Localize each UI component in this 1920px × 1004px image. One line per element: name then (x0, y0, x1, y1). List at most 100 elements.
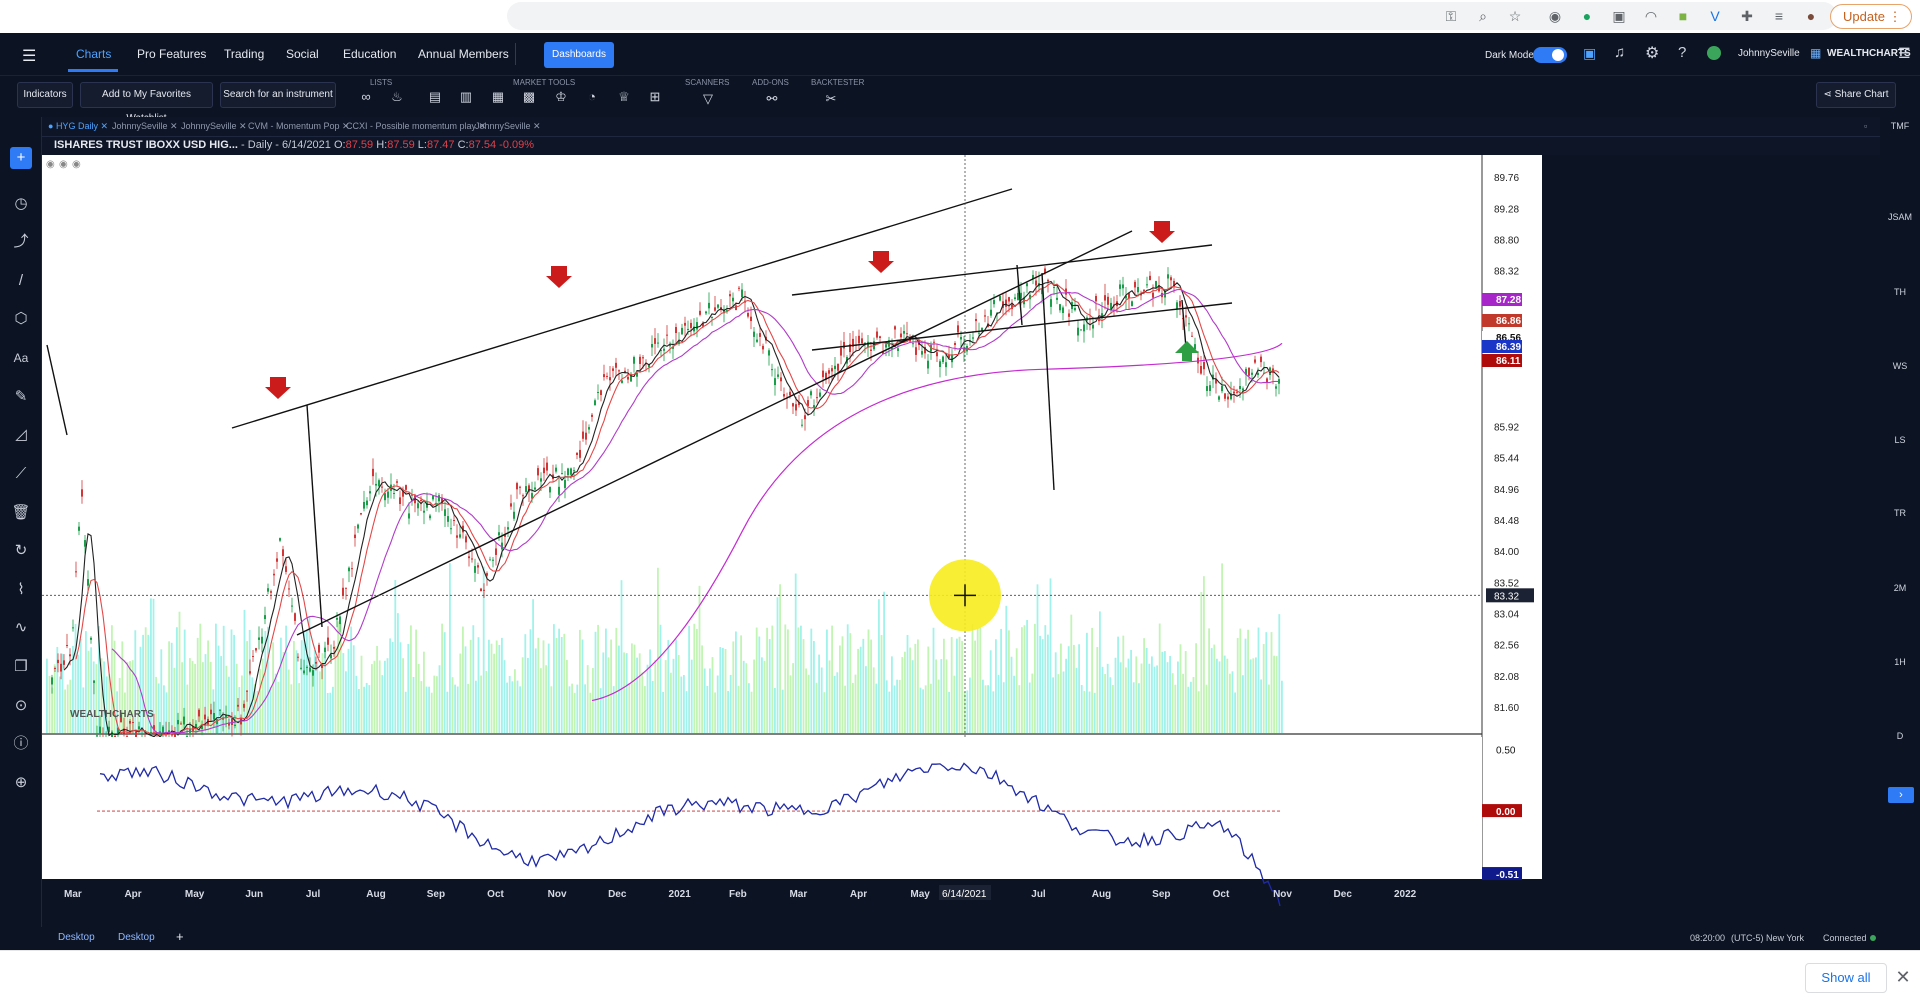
price-chart-svg[interactable]: 89.7689.2888.8088.3287.8485.9285.4484.96… (42, 155, 1880, 927)
alarm-icon[interactable]: ◔ (588, 89, 596, 104)
add-favorites-button[interactable]: Add to My Favorites Watchlist (80, 82, 213, 124)
tf-item[interactable]: 1H (1894, 657, 1906, 667)
trash-icon[interactable]: 🗑 (11, 504, 31, 521)
menu-icon[interactable]: ☰ (22, 48, 37, 65)
candle-body (576, 452, 578, 455)
ruler-icon[interactable]: ⟋ (15, 465, 27, 482)
desktop-tab[interactable]: Desktop (118, 932, 155, 943)
tf-item[interactable]: TH (1894, 287, 1906, 297)
grammarly-icon[interactable]: ● (1582, 8, 1592, 24)
globe-icon[interactable]: ⊕ (14, 774, 28, 791)
nav-trading[interactable]: Trading (224, 47, 265, 61)
shapes-icon[interactable]: ⬡ (14, 310, 28, 327)
avatar[interactable]: ● (1806, 8, 1816, 24)
bell-icon[interactable]: ♫ (1614, 44, 1626, 61)
layout-icon[interactable]: ⊞ (649, 89, 661, 104)
candle-body (702, 322, 704, 327)
line-tool-icon[interactable]: / (18, 272, 24, 289)
volume-bar (295, 650, 298, 733)
calendar-icon[interactable]: ▦ (491, 89, 505, 104)
volume-bar (529, 629, 532, 733)
volume-bar (56, 646, 59, 733)
tf-item[interactable]: LS (1894, 435, 1906, 445)
add-tab-icon[interactable]: + (176, 929, 184, 944)
link-icon[interactable]: ⚯ (766, 91, 778, 106)
refresh-icon[interactable]: ↻ (14, 542, 28, 559)
tf-item[interactable]: TMF (1890, 121, 1910, 131)
nav-social[interactable]: Social (286, 47, 319, 61)
nav-charts[interactable]: Charts (76, 47, 112, 61)
filter-icon[interactable]: ▽ (703, 91, 713, 106)
nav-education[interactable]: Education (343, 47, 397, 61)
key-icon[interactable]: ⚿ (1445, 8, 1457, 24)
volume-bar (659, 624, 662, 733)
reading-list-icon[interactable]: ≡ (1774, 8, 1784, 24)
update-button[interactable]: Update ⋮ (1830, 4, 1912, 29)
volume-bar (1026, 620, 1028, 733)
maximize-icon[interactable]: ▫ (1864, 121, 1868, 131)
username[interactable]: JohnnySeville (1738, 48, 1800, 59)
tab-johnnyseville[interactable]: JohnnySeville ✕ (181, 121, 247, 131)
clock-icon[interactable]: ◷ (14, 195, 28, 212)
desktop-tab[interactable]: Desktop (58, 932, 95, 943)
indicator-icon[interactable]: ∿ (14, 619, 28, 636)
volume-bar (701, 645, 703, 733)
save-icon[interactable]: ▣ (1583, 45, 1597, 61)
tf-item[interactable]: WS (1892, 361, 1908, 371)
candle-body (327, 637, 329, 645)
chart-type-icon[interactable]: ⌇ (17, 581, 25, 598)
expand-icon[interactable]: › (1888, 787, 1914, 803)
extension-headphones-icon[interactable]: ◠ (1644, 8, 1658, 24)
tab-hyg-daily[interactable]: ● HYG Daily ✕ (48, 121, 108, 131)
tf-item[interactable]: TR (1894, 508, 1906, 518)
address-bar[interactable] (507, 2, 1837, 30)
tab-johnnyseville[interactable]: JohnnySeville ✕ (112, 121, 178, 131)
candle-body (273, 573, 275, 576)
measure-icon[interactable]: ◿ (15, 426, 27, 443)
volume-bar (178, 611, 181, 733)
tab-cvm[interactable]: CVM - Momentum Pop ✕ (248, 121, 350, 131)
tf-item[interactable]: JSAM (1887, 212, 1912, 222)
nav-annual-members[interactable]: Annual Members (418, 47, 509, 61)
zoom-icon[interactable]: ⌕ (1479, 8, 1487, 24)
chart-area[interactable]: ISHARES TRUST IBOXX USD HIG... - Daily -… (42, 137, 1880, 927)
extension-g-icon[interactable]: ▣ (1612, 8, 1626, 24)
tab-ccxi[interactable]: CCXI - Possible momentum play ✕ (346, 121, 487, 131)
trend-icon[interactable]: ⤴ (13, 233, 29, 250)
extension-icon[interactable]: ◉ (1548, 8, 1562, 24)
glasses-icon[interactable]: ∞ (361, 89, 371, 104)
share-chart-button[interactable]: ⋖ Share Chart (1816, 82, 1896, 108)
vimeo-icon[interactable]: V (1710, 8, 1720, 24)
text-tool-icon[interactable]: Aa (13, 351, 29, 365)
notification-icon[interactable]: ♕ (618, 89, 630, 104)
dark-mode-toggle[interactable] (1533, 47, 1567, 63)
user-avatar[interactable] (1707, 46, 1721, 60)
puzzle-icon[interactable]: ✚ (1741, 8, 1753, 24)
candle-body (477, 565, 479, 568)
star-icon[interactable]: ☆ (1508, 8, 1522, 24)
nav-pro-features[interactable]: Pro Features (137, 47, 207, 61)
indicators-button[interactable]: Indicators (17, 82, 73, 108)
extension-green-icon[interactable]: ■ (1678, 8, 1688, 24)
backtester-icon[interactable]: ✂ (825, 91, 837, 106)
show-all-button[interactable]: Show all (1805, 963, 1887, 993)
target-icon[interactable]: ⊙ (14, 697, 28, 714)
add-icon[interactable]: + (10, 147, 32, 169)
tab-johnnyseville[interactable]: JohnnySeville ✕ (475, 121, 541, 131)
copy-icon[interactable]: ❐ (14, 658, 28, 675)
menu-more-icon[interactable]: ☰ (1898, 45, 1911, 61)
search-instrument-button[interactable]: Search for an instrument (220, 82, 336, 108)
calculator-icon[interactable]: ▩ (522, 89, 536, 104)
tf-item[interactable]: D (1896, 731, 1904, 741)
gear-icon[interactable]: ⚙ (1645, 45, 1660, 62)
pencil-icon[interactable]: ✎ (14, 388, 28, 405)
close-icon[interactable]: ✕ (1895, 967, 1911, 987)
flame-icon[interactable]: ♨ (391, 89, 403, 104)
help-icon[interactable]: ? (1678, 44, 1687, 61)
dashboards-button[interactable]: Dashboards (544, 42, 614, 68)
alert-icon[interactable]: ♔ (555, 89, 567, 104)
newspaper-icon[interactable]: ▤ (428, 89, 442, 104)
chart-icon[interactable]: ▥ (459, 89, 473, 104)
info-icon[interactable]: ⓘ (13, 735, 29, 752)
tf-item[interactable]: 2M (1893, 583, 1907, 593)
